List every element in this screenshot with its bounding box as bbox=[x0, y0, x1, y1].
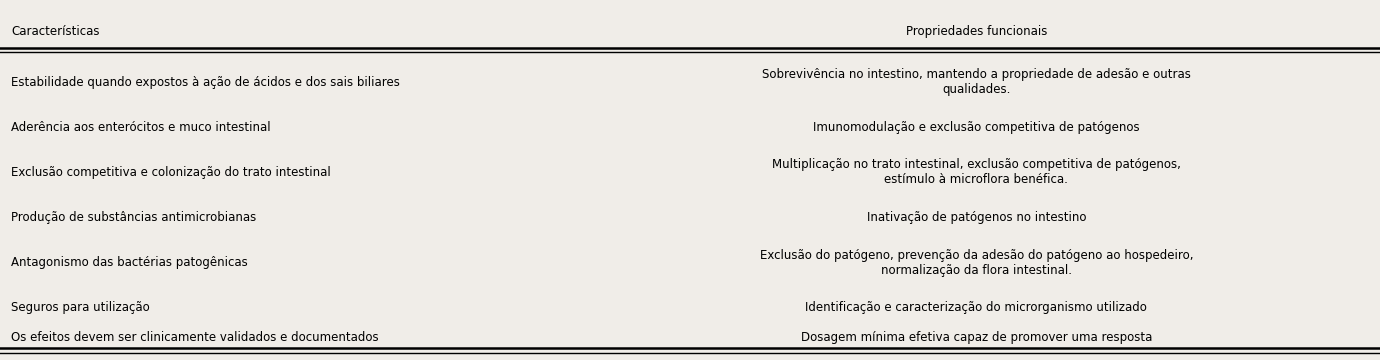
Text: Multiplicação no trato intestinal, exclusão competitiva de patógenos,
estímulo à: Multiplicação no trato intestinal, exclu… bbox=[771, 158, 1181, 186]
Text: Dosagem mínima efetiva capaz de promover uma resposta: Dosagem mínima efetiva capaz de promover… bbox=[800, 331, 1152, 344]
Text: Seguros para utilização: Seguros para utilização bbox=[11, 301, 150, 314]
Text: Os efeitos devem ser clinicamente validados e documentados: Os efeitos devem ser clinicamente valida… bbox=[11, 331, 378, 344]
Text: Identificação e caracterização do microrganismo utilizado: Identificação e caracterização do micror… bbox=[806, 301, 1147, 314]
Text: Inativação de patógenos no intestino: Inativação de patógenos no intestino bbox=[867, 211, 1086, 224]
Text: Sobrevivência no intestino, mantendo a propriedade de adesão e outras
qualidades: Sobrevivência no intestino, mantendo a p… bbox=[762, 68, 1191, 96]
Text: Propriedades funcionais: Propriedades funcionais bbox=[905, 25, 1047, 38]
Text: Exclusão competitiva e colonização do trato intestinal: Exclusão competitiva e colonização do tr… bbox=[11, 166, 331, 179]
Text: Características: Características bbox=[11, 25, 99, 38]
Text: Produção de substâncias antimicrobianas: Produção de substâncias antimicrobianas bbox=[11, 211, 257, 224]
Text: Antagonismo das bactérias patogênicas: Antagonismo das bactérias patogênicas bbox=[11, 256, 248, 269]
Text: Aderência aos enterócitos e muco intestinal: Aderência aos enterócitos e muco intesti… bbox=[11, 121, 270, 134]
Text: Exclusão do patógeno, prevenção da adesão do patógeno ao hospedeiro,
normalizaçã: Exclusão do patógeno, prevenção da adesã… bbox=[759, 249, 1194, 276]
Text: Estabilidade quando expostos à ação de ácidos e dos sais biliares: Estabilidade quando expostos à ação de á… bbox=[11, 76, 400, 89]
Text: Imunomodulação e exclusão competitiva de patógenos: Imunomodulação e exclusão competitiva de… bbox=[813, 121, 1140, 134]
